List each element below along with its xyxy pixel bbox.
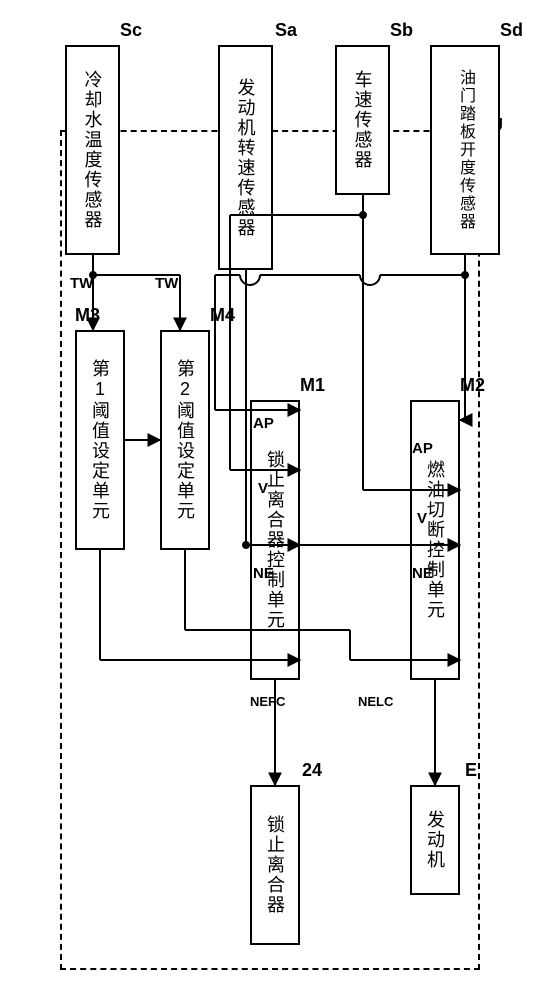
unit-m4-label: M4 bbox=[210, 305, 235, 326]
unit-m3-label: M3 bbox=[75, 305, 100, 326]
output-clutch-text: 锁止离合器 bbox=[262, 815, 288, 915]
unit-m4: 第2阈值设定单元 bbox=[160, 330, 210, 550]
sensor-sc-label: Sc bbox=[120, 20, 142, 41]
sig-nefc: NEFC bbox=[250, 694, 285, 709]
sensor-sd: 油门踏板开度传感器 bbox=[430, 45, 500, 255]
unit-m3: 第1阈值设定单元 bbox=[75, 330, 125, 550]
unit-m1-text: 锁止离合器控制单元 bbox=[262, 450, 288, 630]
output-engine-text: 发动机 bbox=[422, 810, 448, 870]
sig-v1: V bbox=[258, 480, 268, 497]
sensor-sa-label: Sa bbox=[275, 20, 297, 41]
unit-m2-text: 燃油切断控制单元 bbox=[422, 460, 448, 620]
sensor-sc-text: 冷却水温度传感器 bbox=[80, 70, 106, 230]
unit-m4-text: 第2阈值设定单元 bbox=[172, 359, 198, 521]
sig-nelc: NELC bbox=[358, 694, 393, 709]
sensor-sa-text: 发动机转速传感器 bbox=[233, 78, 259, 238]
sensor-sc: 冷却水温度传感器 bbox=[65, 45, 120, 255]
sig-ap2: AP bbox=[412, 440, 433, 457]
sig-v2: V bbox=[417, 510, 427, 527]
sensor-sd-label: Sd bbox=[500, 20, 523, 41]
sig-ap1: AP bbox=[253, 415, 274, 432]
sensor-sb: 车速传感器 bbox=[335, 45, 390, 195]
sig-ne2: NE bbox=[412, 565, 433, 582]
output-engine-label: E bbox=[465, 760, 477, 781]
unit-m1-label: M1 bbox=[300, 375, 325, 396]
unit-m3-text: 第1阈值设定单元 bbox=[87, 359, 113, 521]
output-engine: 发动机 bbox=[410, 785, 460, 895]
sensor-sa: 发动机转速传感器 bbox=[218, 45, 273, 270]
sig-tw1: TW bbox=[70, 275, 93, 292]
sensor-sb-text: 车速传感器 bbox=[350, 70, 376, 170]
sensor-sd-text: 油门踏板开度传感器 bbox=[453, 69, 477, 231]
unit-m2-label: M2 bbox=[460, 375, 485, 396]
output-clutch: 锁止离合器 bbox=[250, 785, 300, 945]
sig-ne1: NE bbox=[253, 565, 274, 582]
output-clutch-label: 24 bbox=[302, 760, 322, 781]
sig-tw2: TW bbox=[155, 275, 178, 292]
unit-m1: 锁止离合器控制单元 bbox=[250, 400, 300, 680]
sensor-sb-label: Sb bbox=[390, 20, 413, 41]
